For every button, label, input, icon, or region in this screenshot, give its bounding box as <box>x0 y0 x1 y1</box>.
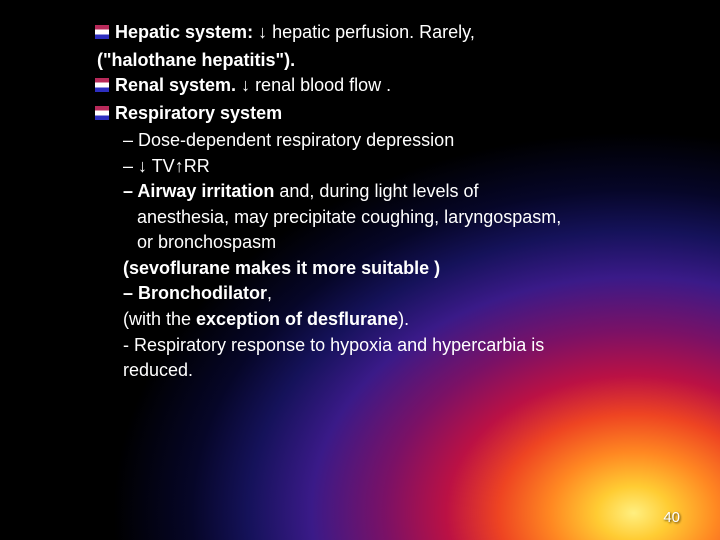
renal-rest: ↓ renal blood flow . <box>236 75 391 95</box>
resp-sub5-comma: , <box>267 283 272 303</box>
resp-sub7-line1: - Respiratory response to hypoxia and hy… <box>123 333 670 359</box>
resp-sub3-line2: anesthesia, may precipitate coughing, la… <box>137 205 670 231</box>
page-number: 40 <box>663 509 680 526</box>
bullet-renal: Renal system. ↓ renal blood flow . <box>95 73 670 99</box>
hepatic-line2: ("halothane hepatitis"). <box>97 48 670 74</box>
resp-sub6b: exception of desflurane <box>196 309 398 329</box>
hepatic-rest: ↓ hepatic perfusion. Rarely, <box>253 22 475 42</box>
renal-line: Renal system. ↓ renal blood flow . <box>115 73 670 99</box>
resp-sub6a: (with the <box>123 309 196 329</box>
bullet-icon <box>95 25 109 39</box>
bullet-hepatic: Hepatic system: ↓ hepatic perfusion. Rar… <box>95 20 670 46</box>
resp-sub6: (with the exception of desflurane). <box>123 307 670 333</box>
hepatic-label: Hepatic system: <box>115 22 253 42</box>
resp-sub3-bold: – Airway irritation <box>123 181 274 201</box>
slide-content: Hepatic system: ↓ hepatic perfusion. Rar… <box>95 20 670 384</box>
resp-sub2: – ↓ TV↑RR <box>123 154 670 180</box>
resp-sub5-bold: – Bronchodilator <box>123 283 267 303</box>
bullet-icon <box>95 106 109 120</box>
resp-sub1: – Dose-dependent respiratory depression <box>123 128 670 154</box>
renal-label: Renal system. <box>115 75 236 95</box>
resp-sub7-line2: reduced. <box>123 358 670 384</box>
resp-label: Respiratory system <box>115 101 670 127</box>
bullet-icon <box>95 78 109 92</box>
bullet-respiratory: Respiratory system <box>95 101 670 127</box>
resp-sub3-rest: and, during light levels of <box>274 181 478 201</box>
hepatic-line1: Hepatic system: ↓ hepatic perfusion. Rar… <box>115 20 670 46</box>
resp-sub3-line1: – Airway irritation and, during light le… <box>123 179 670 205</box>
resp-sub6c: ). <box>398 309 409 329</box>
resp-sub5: – Bronchodilator, <box>123 281 670 307</box>
resp-sub4: (sevoflurane makes it more suitable ) <box>123 256 670 282</box>
resp-sub3-line3: or bronchospasm <box>137 230 670 256</box>
